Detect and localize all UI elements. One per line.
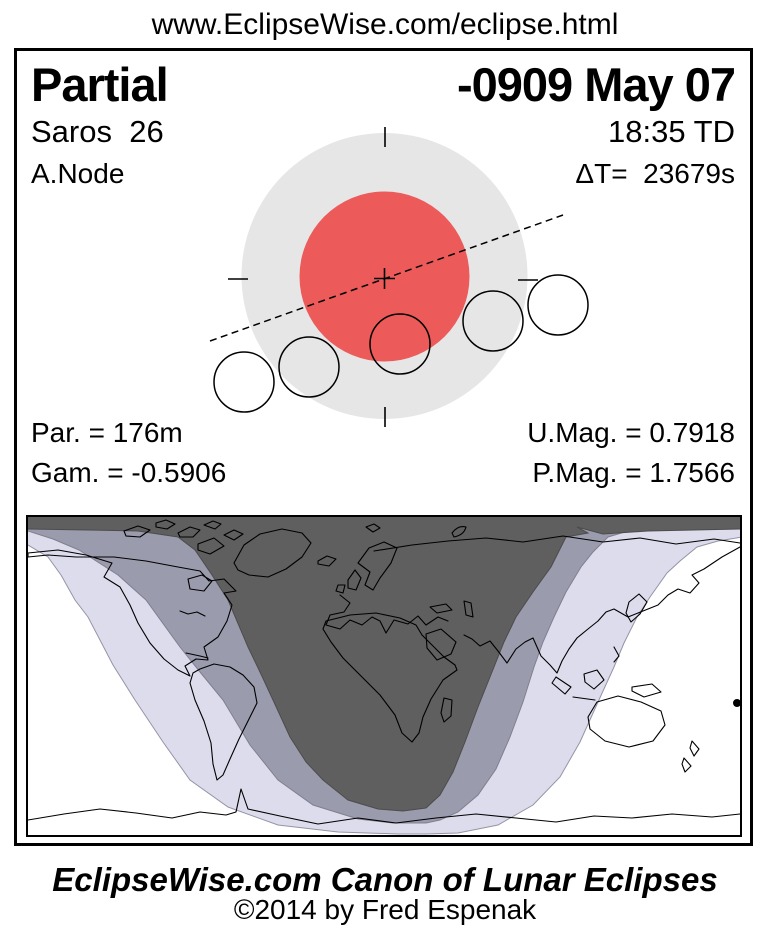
coast-north-america: [28, 549, 237, 677]
coast-arabia: [425, 628, 457, 661]
coast-madagascar: [440, 697, 453, 723]
coast-greenland: [233, 528, 312, 578]
umbral-magnitude-label: U.Mag. = 0.7918: [527, 417, 735, 448]
moon-contact-circle: [369, 313, 431, 375]
coast-iceland: [317, 555, 337, 567]
eclipse-date-label: -0909 May 07: [456, 58, 736, 111]
coast-asia-east: [463, 546, 740, 674]
visibility-world-map: [26, 515, 742, 837]
coast-britain: [347, 569, 362, 591]
zone-umbral-dark: [28, 517, 740, 812]
canon-title: EclipseWise.com Canon of Lunar Eclipses: [52, 861, 718, 898]
map-coastlines: [28, 519, 740, 825]
coast-africa: [322, 612, 458, 743]
coast-asia-north: [373, 535, 740, 552]
penumbral-magnitude-label: P.Mag. = 1.7566: [532, 457, 735, 488]
moon-contact-circle: [213, 351, 275, 413]
greatest-eclipse-time-label: 18:35 TD: [608, 114, 735, 149]
moon-contact-circle: [278, 336, 340, 398]
copyright-notice: ©2014 by Fred Espenak: [233, 894, 537, 925]
sublunar-point-dot: [733, 699, 740, 707]
coast-japan: [625, 593, 648, 623]
node-label: A.Node: [31, 158, 125, 189]
coast-europe: [325, 594, 449, 634]
coast-australia: [587, 695, 666, 748]
coast-scandinavia: [357, 541, 398, 591]
coast-south-america: [189, 663, 258, 781]
coast-antarctica: [28, 788, 740, 825]
eclipse-geometry-diagram: [209, 127, 589, 427]
partial-duration-label: Par. = 176m: [31, 417, 183, 448]
saros-label: Saros 26: [31, 114, 164, 149]
delta-t-label: ΔT= 23679s: [575, 158, 735, 189]
url-title: www.EclipseWise.com/eclipse.html: [151, 8, 619, 41]
gamma-label: Gam. = -0.5906: [31, 457, 227, 488]
moon-contact-circle: [462, 290, 524, 352]
moon-contact-circle: [527, 274, 589, 336]
eclipse-type-label: Partial: [31, 58, 169, 111]
